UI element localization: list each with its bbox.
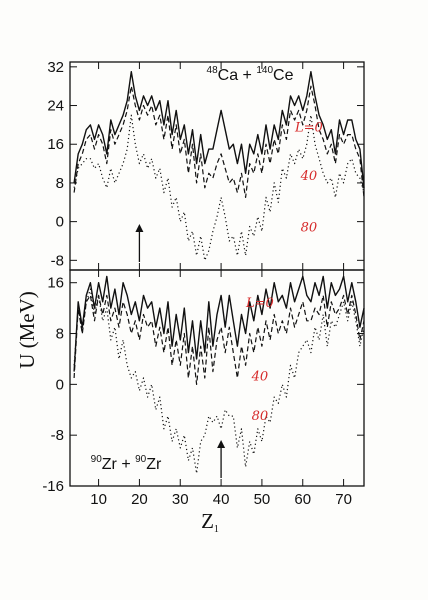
x-axis-title-subscript: 1 bbox=[214, 524, 219, 535]
chart-panel-top: -8 0 8 16 24 32 L=0 40 80 48Ca + 140Ce bbox=[47, 59, 365, 271]
system-label-part-top-2: + bbox=[238, 67, 256, 84]
y-tick-label-top-2: 8 bbox=[56, 175, 64, 192]
system-label-part-top-1: Ca bbox=[218, 67, 239, 84]
annotation-top-1: 40 bbox=[300, 169, 318, 184]
y-tick-label-top-5: 32 bbox=[47, 59, 64, 76]
system-label-part-top-3: 140 bbox=[256, 65, 273, 76]
series-line-top-solid bbox=[73, 70, 365, 188]
y-tick-label-top-0: -8 bbox=[51, 252, 64, 269]
system-label-top: 48Ca + 140Ce bbox=[207, 65, 294, 84]
arrow-head-bottom bbox=[217, 440, 226, 448]
series-line-top-dashed bbox=[73, 85, 365, 198]
y-tick-label-top-1: 0 bbox=[56, 214, 64, 231]
system-label-part-bottom-1: Zr bbox=[102, 456, 118, 473]
y-tick-label-bottom-0: -16 bbox=[42, 478, 64, 495]
x-tick-label-3: 40 bbox=[213, 491, 230, 508]
panel-frame-bottom bbox=[69, 269, 365, 487]
system-label-part-bottom-3: 90 bbox=[135, 454, 147, 465]
annotation-top-0: L=0 bbox=[294, 121, 323, 136]
annotation-top-2: 80 bbox=[301, 220, 318, 235]
series-line-bottom-dotted bbox=[73, 288, 365, 474]
y-tick-label-top-3: 16 bbox=[47, 136, 64, 153]
y-tick-label-bottom-4: 16 bbox=[47, 275, 64, 292]
x-tick-label-5: 60 bbox=[294, 491, 311, 508]
x-axis-title: Z1 bbox=[201, 509, 219, 535]
annotation-bottom-2: 80 bbox=[252, 409, 269, 424]
y-axis-title: U (MeV) bbox=[15, 291, 39, 369]
x-tick-label-2: 30 bbox=[172, 491, 189, 508]
x-tick-label-6: 70 bbox=[335, 491, 352, 508]
system-label-part-bottom-2: + bbox=[117, 456, 135, 473]
x-tick-label-4: 50 bbox=[254, 491, 271, 508]
x-axis-title-main: Z bbox=[201, 509, 214, 533]
x-tick-label-1: 20 bbox=[131, 491, 148, 508]
system-label-part-bottom-4: Zr bbox=[146, 456, 162, 473]
x-axis: 10 20 30 40 50 60 70 bbox=[90, 491, 352, 508]
arrow-head-top bbox=[135, 224, 144, 232]
y-tick-label-top-4: 24 bbox=[47, 98, 64, 115]
annotation-bottom-1: 40 bbox=[251, 370, 269, 385]
system-label-part-top-4: Ce bbox=[273, 67, 294, 84]
annotation-bottom-0: L=0 bbox=[245, 296, 274, 311]
system-label-part-top-0: 48 bbox=[207, 65, 219, 76]
series-line-top-dotted bbox=[73, 114, 365, 261]
series-line-bottom-dashed bbox=[73, 294, 365, 385]
system-label-part-bottom-0: 90 bbox=[91, 454, 103, 465]
y-tick-label-bottom-1: -8 bbox=[51, 427, 64, 444]
panel-frame-top bbox=[69, 61, 365, 271]
y-tick-label-bottom-3: 8 bbox=[56, 326, 64, 343]
series-line-bottom-solid bbox=[73, 275, 365, 372]
x-tick-label-0: 10 bbox=[90, 491, 107, 508]
y-tick-label-bottom-2: 0 bbox=[56, 376, 64, 393]
system-label-bottom: 90Zr + 90Zr bbox=[91, 454, 162, 473]
